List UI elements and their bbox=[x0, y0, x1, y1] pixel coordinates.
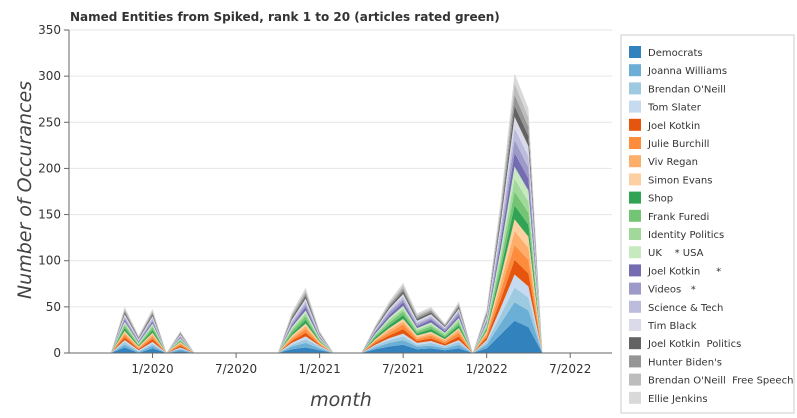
legend-swatch bbox=[629, 82, 641, 95]
legend-label: Science & Tech bbox=[648, 303, 723, 314]
legend-swatch bbox=[629, 246, 641, 259]
legend-swatch bbox=[629, 118, 641, 131]
legend-label: Tom Slater bbox=[647, 103, 702, 114]
legend-label: Viv Regan bbox=[648, 157, 698, 168]
legend-label: Joanna Williams bbox=[647, 66, 727, 77]
x-tick-label: 7/2020 bbox=[215, 362, 257, 376]
legend-swatch bbox=[629, 355, 641, 368]
x-tick-label: 1/2021 bbox=[299, 362, 341, 376]
legend-label: Videos * bbox=[648, 285, 696, 296]
y-tick-label: 100 bbox=[38, 254, 61, 268]
legend-swatch bbox=[629, 373, 641, 386]
x-axis-label: month bbox=[310, 389, 372, 411]
legend-swatch bbox=[629, 137, 641, 149]
legend-label: Julie Burchill bbox=[647, 139, 709, 150]
legend-swatch bbox=[629, 209, 641, 222]
legend-label: Joel Kotkin * bbox=[647, 266, 721, 277]
legend-swatch bbox=[629, 155, 641, 168]
legend-label: Shop bbox=[648, 194, 673, 205]
legend-label: Frank Furedi bbox=[648, 212, 709, 223]
y-tick-label: 250 bbox=[38, 115, 61, 129]
legend-label: Joel Kotkin Politics bbox=[647, 339, 741, 350]
legend-swatch bbox=[629, 300, 641, 313]
legend: Democrats Joanna Williams Brendan O'Neill T… bbox=[620, 34, 795, 414]
legend-swatch bbox=[629, 391, 641, 404]
legend-label: Hunter Biden's bbox=[648, 357, 722, 368]
legend-swatch bbox=[629, 191, 641, 204]
legend-label: Democrats bbox=[648, 48, 703, 59]
legend-swatch bbox=[629, 100, 641, 113]
legend-swatch bbox=[629, 64, 641, 77]
legend-swatch bbox=[629, 228, 641, 240]
legend-label: UK * USA bbox=[648, 248, 704, 259]
legend-swatch bbox=[629, 337, 641, 350]
legend-swatch bbox=[629, 173, 641, 186]
legend-frame bbox=[620, 34, 795, 414]
y-tick-label: 300 bbox=[38, 69, 61, 83]
x-tick-label: 1/2020 bbox=[131, 362, 173, 376]
legend-label: Brendan O'Neill bbox=[648, 84, 726, 95]
areas bbox=[110, 73, 585, 354]
axes: 0 50 100 150 200 250 300 350 1/2020 7/2020 1/2021 7… bbox=[38, 23, 612, 376]
legend-label: Simon Evans bbox=[648, 175, 712, 186]
y-tick-label: 50 bbox=[46, 300, 61, 314]
y-tick-label: 150 bbox=[38, 208, 61, 222]
chart-title: Named Entities from Spiked, rank 1 to 20… bbox=[70, 10, 500, 24]
legend-swatch bbox=[629, 46, 641, 58]
x-tick-label: 7/2022 bbox=[549, 362, 591, 376]
y-axis-label: Number of Occurances bbox=[14, 81, 36, 299]
legend-label: Identity Politics bbox=[648, 230, 724, 241]
y-tick-label: 350 bbox=[38, 23, 61, 37]
legend-label: Joel Kotkin bbox=[647, 121, 700, 132]
x-tick-label: 7/2021 bbox=[382, 362, 424, 376]
legend-swatch bbox=[629, 319, 641, 331]
grid bbox=[69, 29, 612, 354]
y-tick-label: 200 bbox=[38, 161, 61, 175]
x-tick-label: 1/2022 bbox=[466, 362, 508, 376]
legend-label: Ellie Jenkins bbox=[648, 394, 708, 405]
legend-swatch bbox=[629, 282, 641, 295]
legend-label: Tim Black bbox=[647, 321, 697, 332]
series-area-1 bbox=[110, 320, 585, 353]
y-tick-label: 0 bbox=[53, 346, 61, 360]
legend-swatch bbox=[629, 264, 641, 277]
legend-label: Brendan O'Neill Free Speech bbox=[648, 376, 793, 387]
